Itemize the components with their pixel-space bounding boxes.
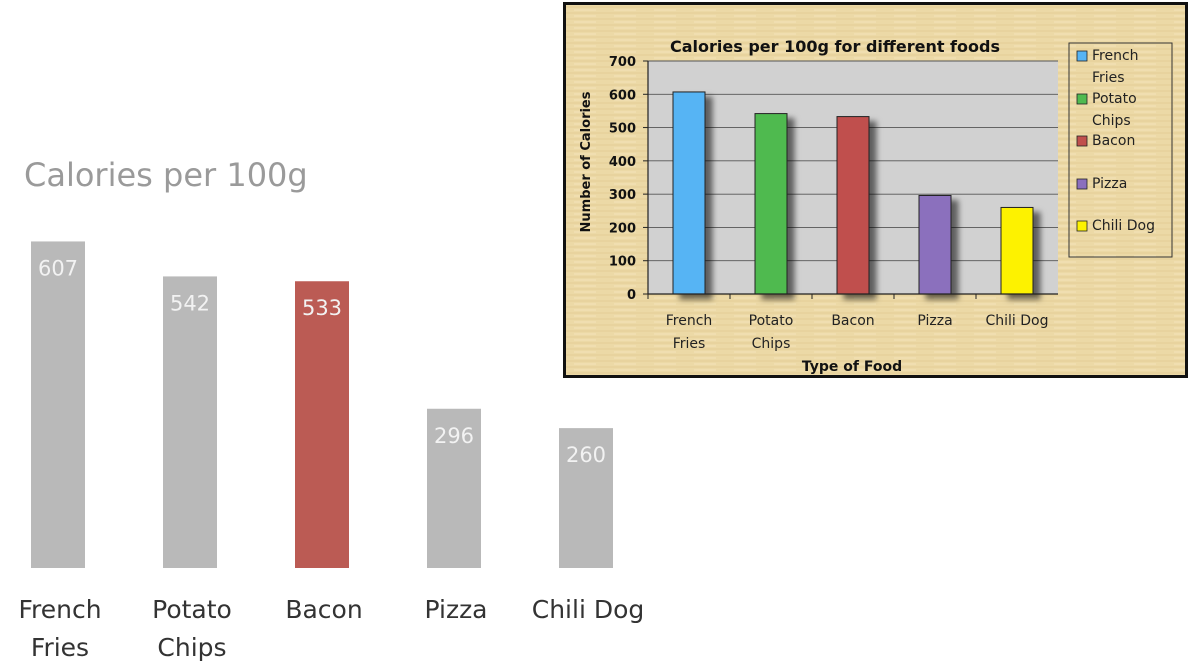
value-label-potato-chips: 542 xyxy=(170,291,210,315)
legend-label-potato-chips: Chips xyxy=(1092,113,1131,129)
legend-swatch-chili-dog xyxy=(1076,220,1088,232)
value-label-pizza: 296 xyxy=(434,424,474,448)
inset-bar-french-fries xyxy=(672,91,706,295)
inset-category-label-pizza: Pizza xyxy=(917,313,952,329)
category-label-french-fries: French xyxy=(18,595,101,624)
legend: French Fries Potato Chips Bacon Pizza Chili Do… xyxy=(1068,42,1173,258)
y-tick-label: 600 xyxy=(609,88,636,103)
bar-french-fries xyxy=(31,241,85,568)
legend-swatch-pizza xyxy=(1076,178,1088,190)
inset-category-label-french-fries: Fries xyxy=(673,336,706,352)
category-label-pizza: Pizza xyxy=(424,595,487,624)
y-axis-title: Number of Calories xyxy=(579,91,594,232)
inset-category-label-potato-chips: Chips xyxy=(752,336,791,352)
legend-box xyxy=(1068,42,1173,258)
legend-swatch-french-fries xyxy=(1076,50,1088,62)
value-label-french-fries: 607 xyxy=(38,256,78,280)
legend-label-potato-chips: Potato xyxy=(1092,91,1137,107)
inset-category-label-bacon: Bacon xyxy=(831,313,874,329)
category-label-chili-dog: Chili Dog xyxy=(532,595,645,624)
inset-bar-pizza xyxy=(918,194,952,295)
inset-chart-title: Calories per 100g for different foods xyxy=(670,37,1000,56)
left-bar-chart: Calories per 100g 607 French Fries 542 Potat… xyxy=(18,156,645,662)
y-tick-label: 300 xyxy=(609,188,636,203)
y-tick-label: 400 xyxy=(609,155,636,170)
bar-bacon xyxy=(295,281,349,568)
x-axis-title: Type of Food xyxy=(802,359,902,375)
legend-label-chili-dog: Chili Dog xyxy=(1092,218,1155,234)
inset-bar-bacon xyxy=(836,116,870,295)
legend-label-bacon: Bacon xyxy=(1092,133,1135,149)
legend-swatch-bacon xyxy=(1076,135,1088,147)
y-tick-label: 200 xyxy=(609,221,636,236)
y-tick-label: 0 xyxy=(627,288,636,303)
value-label-chili-dog: 260 xyxy=(566,443,606,467)
value-label-bacon: 533 xyxy=(302,296,342,320)
inset-chart-frame: French Fries Potato Chips Bacon Pizza Chili Do… xyxy=(563,2,1188,378)
category-label-potato-chips: Potato xyxy=(152,595,232,624)
chart-title: Calories per 100g xyxy=(24,156,308,194)
y-tick-label: 100 xyxy=(609,255,636,270)
inset-category-label-chili-dog: Chili Dog xyxy=(986,313,1049,329)
y-tick-label: 700 xyxy=(609,55,636,70)
inset-bar-chart: French Fries Potato Chips Bacon Pizza Chili Do… xyxy=(566,5,1185,375)
inset-category-label-french-fries: French xyxy=(666,313,713,329)
category-label-potato-chips: Chips xyxy=(157,633,226,662)
bar-potato-chips xyxy=(163,276,217,568)
category-label-bacon: Bacon xyxy=(285,595,362,624)
inset-bar-chili-dog xyxy=(1000,206,1034,295)
legend-label-pizza: Pizza xyxy=(1092,176,1127,192)
legend-label-french-fries: French xyxy=(1092,48,1139,64)
category-label-french-fries: Fries xyxy=(31,633,89,662)
bar-chili-dog xyxy=(559,428,613,568)
y-tick-label: 500 xyxy=(609,122,636,137)
inset-category-label-potato-chips: Potato xyxy=(749,313,794,329)
inset-bar-potato-chips xyxy=(754,113,788,295)
legend-swatch-potato-chips xyxy=(1076,93,1088,105)
legend-label-french-fries: Fries xyxy=(1092,70,1125,86)
bar-pizza xyxy=(427,408,481,568)
